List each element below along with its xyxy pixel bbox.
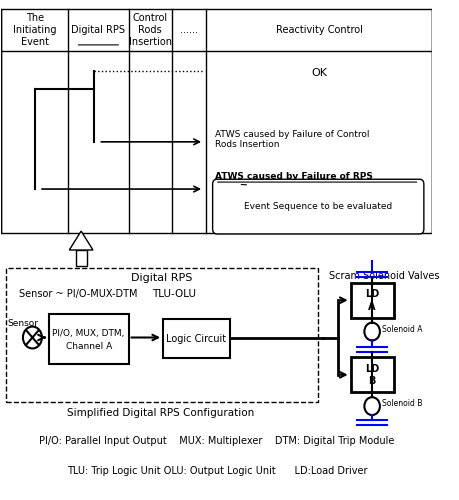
- Text: Solenoid B: Solenoid B: [382, 399, 422, 408]
- Bar: [163, 318, 230, 358]
- Circle shape: [364, 397, 380, 415]
- Text: B: B: [369, 376, 376, 386]
- Text: ......: ......: [180, 25, 198, 35]
- Text: ATWS caused by Failure of RPS: ATWS caused by Failure of RPS: [215, 172, 373, 181]
- Circle shape: [23, 326, 42, 348]
- Text: Solenoid A: Solenoid A: [382, 324, 423, 334]
- Text: Sensor: Sensor: [8, 319, 39, 328]
- Text: A: A: [369, 302, 376, 312]
- Bar: [351, 358, 394, 392]
- Bar: [49, 314, 129, 364]
- Polygon shape: [69, 231, 93, 250]
- Text: Logic Circuit: Logic Circuit: [167, 334, 227, 344]
- Bar: [351, 283, 394, 318]
- Text: Reactivity Control: Reactivity Control: [276, 25, 363, 35]
- Text: OK: OK: [311, 68, 327, 78]
- Circle shape: [364, 322, 380, 340]
- Bar: [6, 268, 318, 402]
- Text: PI/O: Parallel Input Output    MUX: Multiplexer    DTM: Digital Trip Module: PI/O: Parallel Input Output MUX: Multipl…: [39, 436, 395, 446]
- Text: The
Initiating
Event: The Initiating Event: [13, 14, 56, 46]
- Text: Control
Rods
Insertion: Control Rods Insertion: [129, 14, 172, 46]
- Bar: [1, 9, 432, 232]
- Text: ATWS caused by Failure of Control
Rods Insertion: ATWS caused by Failure of Control Rods I…: [215, 130, 369, 149]
- Text: LD: LD: [365, 290, 379, 300]
- Bar: [76, 250, 87, 266]
- Text: Sensor ~ PI/O-MUX-DTM: Sensor ~ PI/O-MUX-DTM: [19, 290, 137, 300]
- Text: Channel A: Channel A: [66, 342, 112, 351]
- Text: Digital RPS: Digital RPS: [72, 25, 125, 35]
- Text: LD: LD: [365, 364, 379, 374]
- Text: Digital RPS: Digital RPS: [131, 274, 193, 283]
- Text: TLU-OLU: TLU-OLU: [152, 290, 196, 300]
- Text: TLU: Trip Logic Unit OLU: Output Logic Unit      LD:Load Driver: TLU: Trip Logic Unit OLU: Output Logic U…: [67, 466, 367, 476]
- Text: Scram Solenoid Valves: Scram Solenoid Valves: [329, 271, 440, 281]
- Text: PI/O, MUX, DTM,: PI/O, MUX, DTM,: [52, 328, 125, 338]
- Text: Simplified Digital RPS Configuration: Simplified Digital RPS Configuration: [67, 408, 255, 418]
- FancyBboxPatch shape: [213, 179, 424, 234]
- Text: Event Sequence to be evaluated: Event Sequence to be evaluated: [244, 202, 392, 211]
